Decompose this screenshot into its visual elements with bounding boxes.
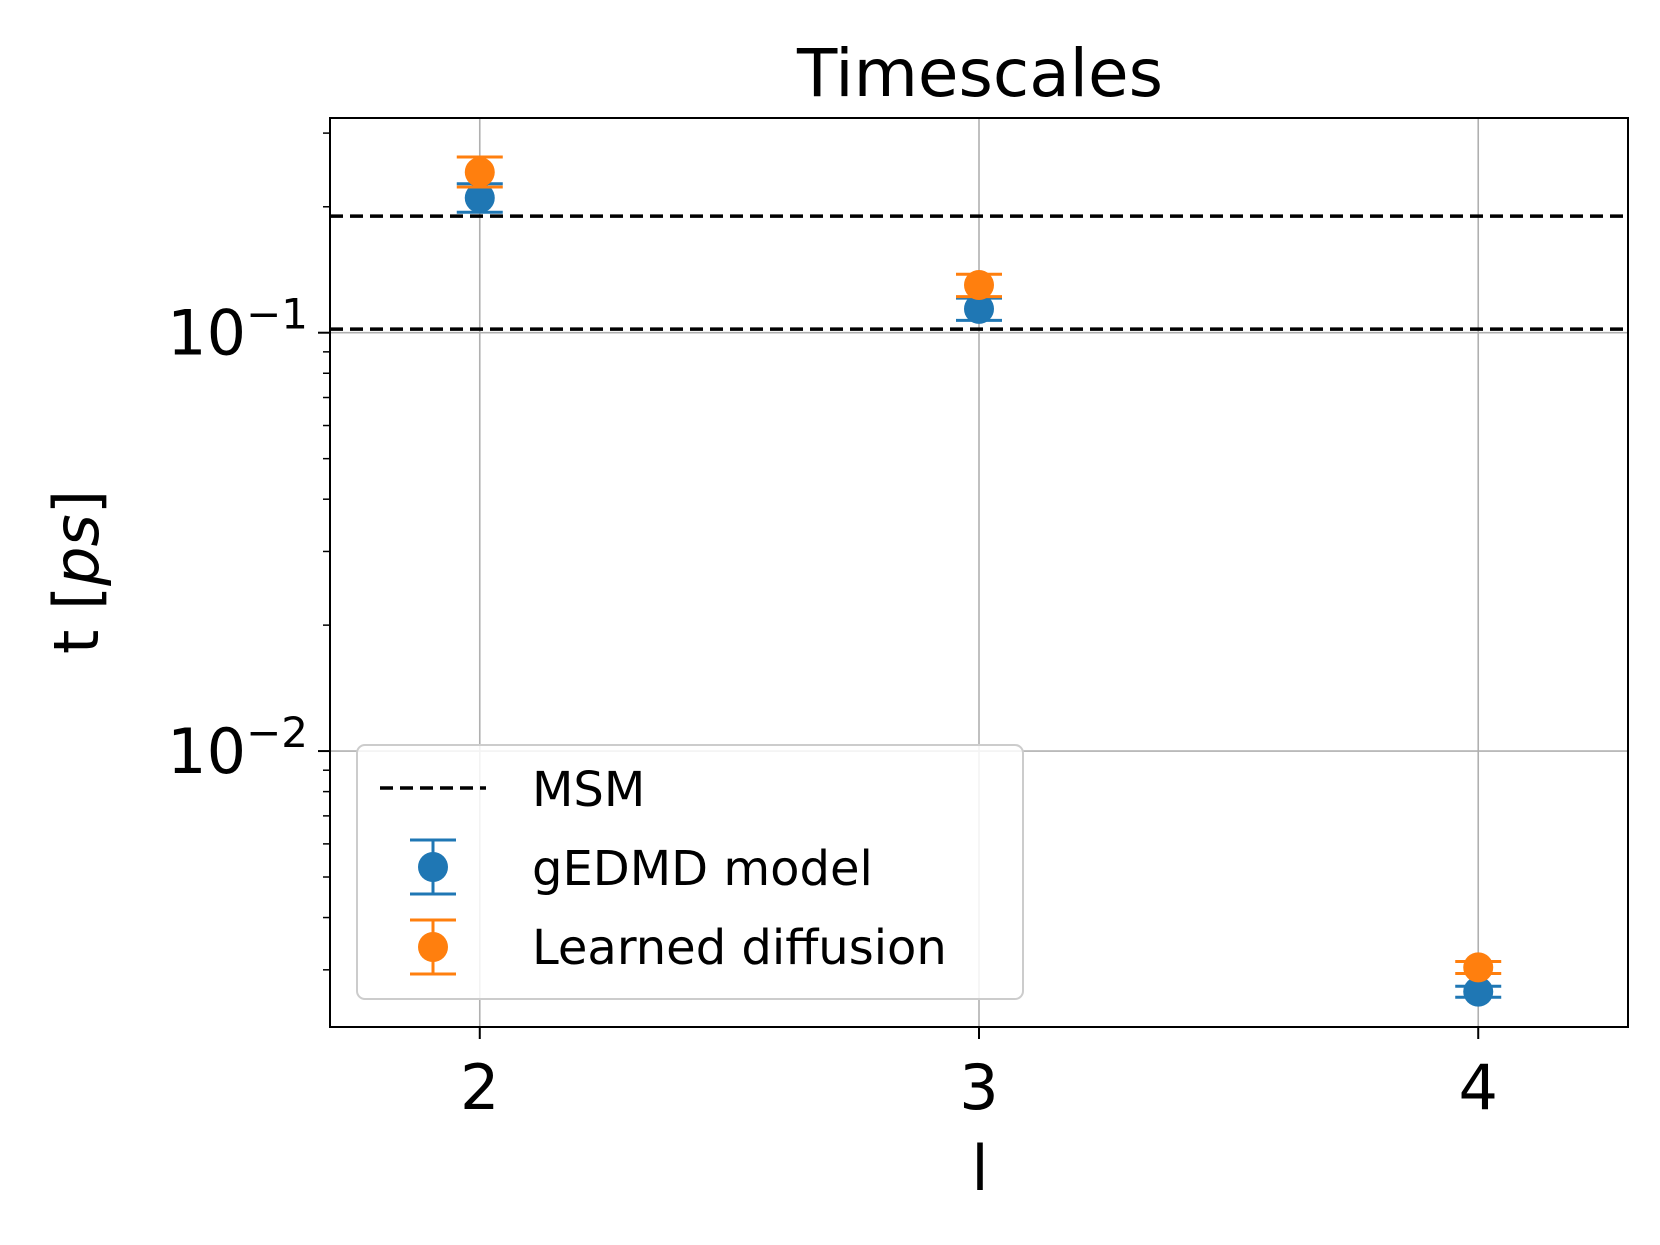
chart-title: Timescales <box>796 35 1163 112</box>
y-axis-label: t [ps] <box>40 490 113 654</box>
y-tick-label-0: 10−1 <box>167 290 308 370</box>
y-tick-label-1: 10−2 <box>167 708 308 788</box>
learned-point-2 <box>464 157 495 188</box>
legend-learned-swatch <box>410 918 456 976</box>
legend-learned-label: Learned diffusion <box>532 920 947 976</box>
gedmd-point-3 <box>964 293 994 324</box>
legend-gedmd-swatch <box>410 838 456 896</box>
legend: MSM gEDMD model Learned diffusion <box>356 744 1024 1000</box>
legend-box <box>356 744 1024 1000</box>
y-tick-label-exponent: −2 <box>246 708 308 757</box>
x-tick-label-3: 3 <box>959 1051 998 1124</box>
x-axis: 2 3 4 <box>460 1027 1498 1124</box>
gedmd-point-4 <box>1463 976 1494 1007</box>
legend-gedmd-marker <box>418 852 448 882</box>
gedmd-point-2 <box>464 182 495 213</box>
msm-lines <box>330 214 1628 331</box>
y-tick-label-base: 10 <box>167 297 246 370</box>
x-axis-label: l <box>971 1132 988 1205</box>
y-axis-label-main: t [ <box>40 586 113 654</box>
x-tick-label-2: 2 <box>460 1051 499 1124</box>
y-axis: 10−110−2 <box>167 290 330 788</box>
y-axis-label-unit: ps <box>40 514 113 587</box>
legend-learned-marker <box>418 932 448 962</box>
learned-point-3 <box>964 270 994 301</box>
y-axis-label-close: ] <box>40 490 113 514</box>
legend-msm-label: MSM <box>532 762 645 818</box>
y-minor-ticks <box>323 132 330 971</box>
learned-point-4 <box>1463 952 1494 983</box>
y-tick-label-exponent: −1 <box>246 290 308 339</box>
series-points <box>456 155 1502 1007</box>
y-tick-label-base: 10 <box>167 715 246 788</box>
x-tick-label-4: 4 <box>1459 1051 1498 1124</box>
legend-gedmd-label: gEDMD model <box>532 841 873 897</box>
